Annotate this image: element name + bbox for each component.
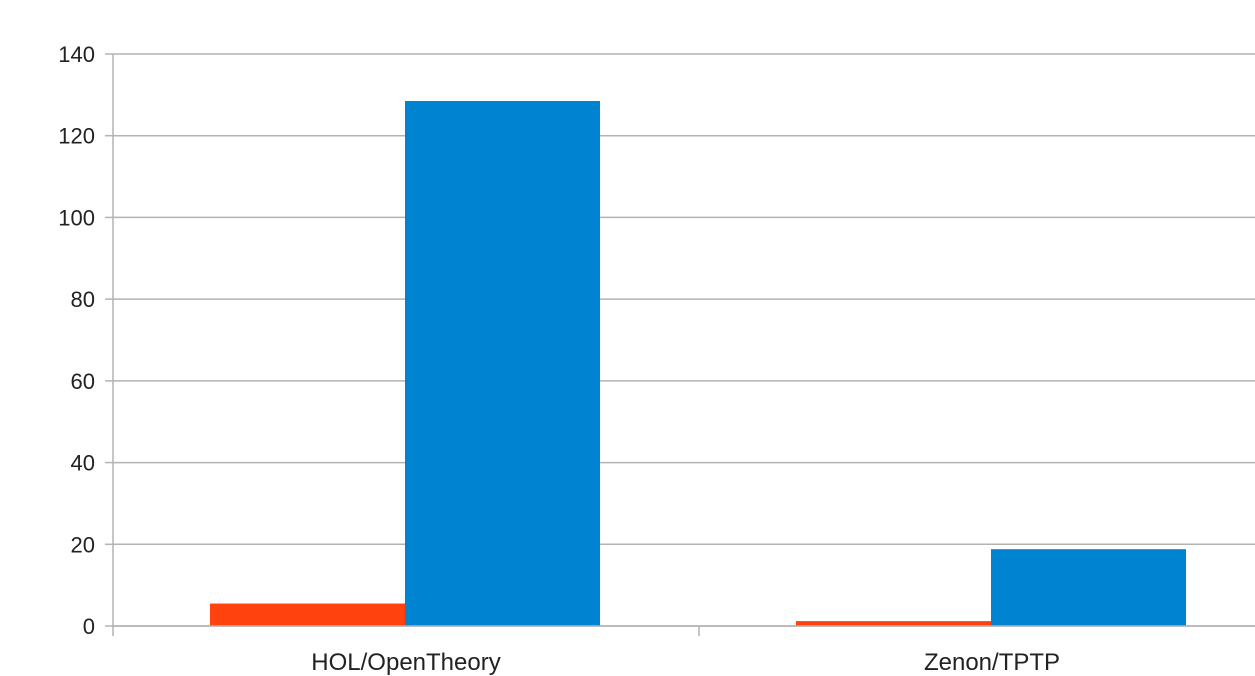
axes (105, 53, 1255, 636)
bars (210, 100, 1186, 626)
gridlines (113, 53, 1255, 627)
bar-series2-zenon-tptp (991, 549, 1186, 626)
y-tick-label: 60 (71, 369, 95, 394)
bar-series1-zenon-tptp (796, 621, 991, 626)
y-tick-label: 100 (58, 205, 95, 230)
y-tick-label: 40 (71, 451, 95, 476)
y-tick-label: 0 (83, 614, 95, 639)
y-tick-label: 120 (58, 124, 95, 149)
bar-series1-hol-opentheory (210, 603, 405, 626)
bar-series2-hol-opentheory (405, 100, 600, 626)
x-category-labels: HOL/OpenTheory Zenon/TPTP (311, 649, 1060, 676)
y-tick-label: 80 (71, 287, 95, 312)
y-tick-label: 140 (58, 42, 95, 67)
y-tick-labels: 0 20 40 60 80 100 120 140 (58, 42, 95, 639)
x-category-label: Zenon/TPTP (924, 649, 1060, 676)
x-category-label: HOL/OpenTheory (311, 649, 500, 676)
y-tick-label: 20 (71, 532, 95, 557)
